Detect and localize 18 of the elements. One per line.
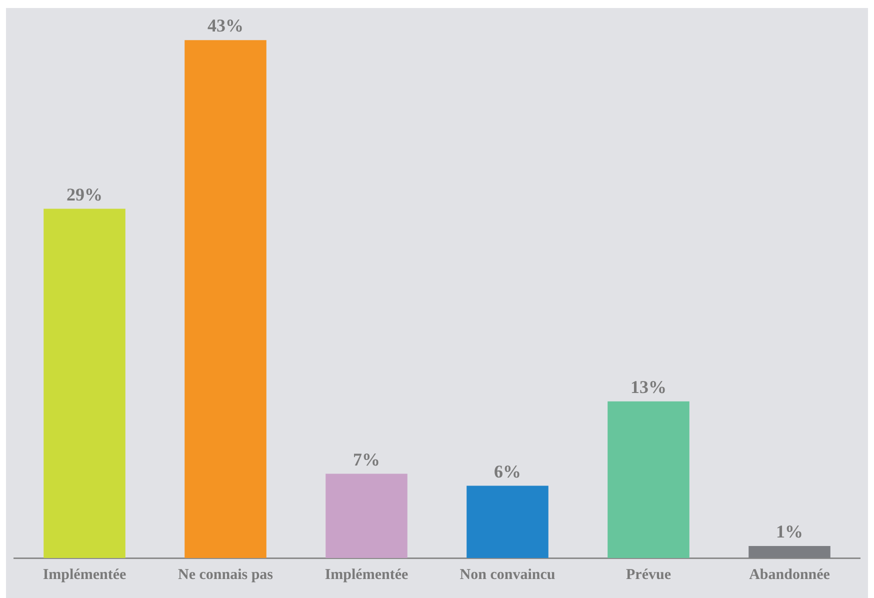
bar — [608, 401, 690, 558]
data-label: 29% — [66, 184, 102, 204]
bar — [466, 486, 548, 558]
x-tick-label: Implémentée — [42, 566, 126, 583]
data-label: 1% — [776, 522, 803, 542]
data-label: 13% — [630, 377, 666, 398]
data-label: 43% — [208, 16, 244, 36]
x-tick-label: Prévue — [626, 566, 672, 583]
x-tick-label: Non convaincu — [460, 566, 556, 583]
data-label: 7% — [353, 449, 380, 470]
x-tick-label: Ne connais pas — [178, 566, 274, 583]
bar — [44, 208, 126, 558]
bar — [748, 546, 830, 558]
data-label: 6% — [494, 461, 521, 482]
bar — [184, 40, 266, 558]
x-tick-label: Abandonnée — [749, 566, 830, 583]
x-tick-label: Implémentée — [324, 566, 408, 583]
bar — [326, 474, 408, 558]
